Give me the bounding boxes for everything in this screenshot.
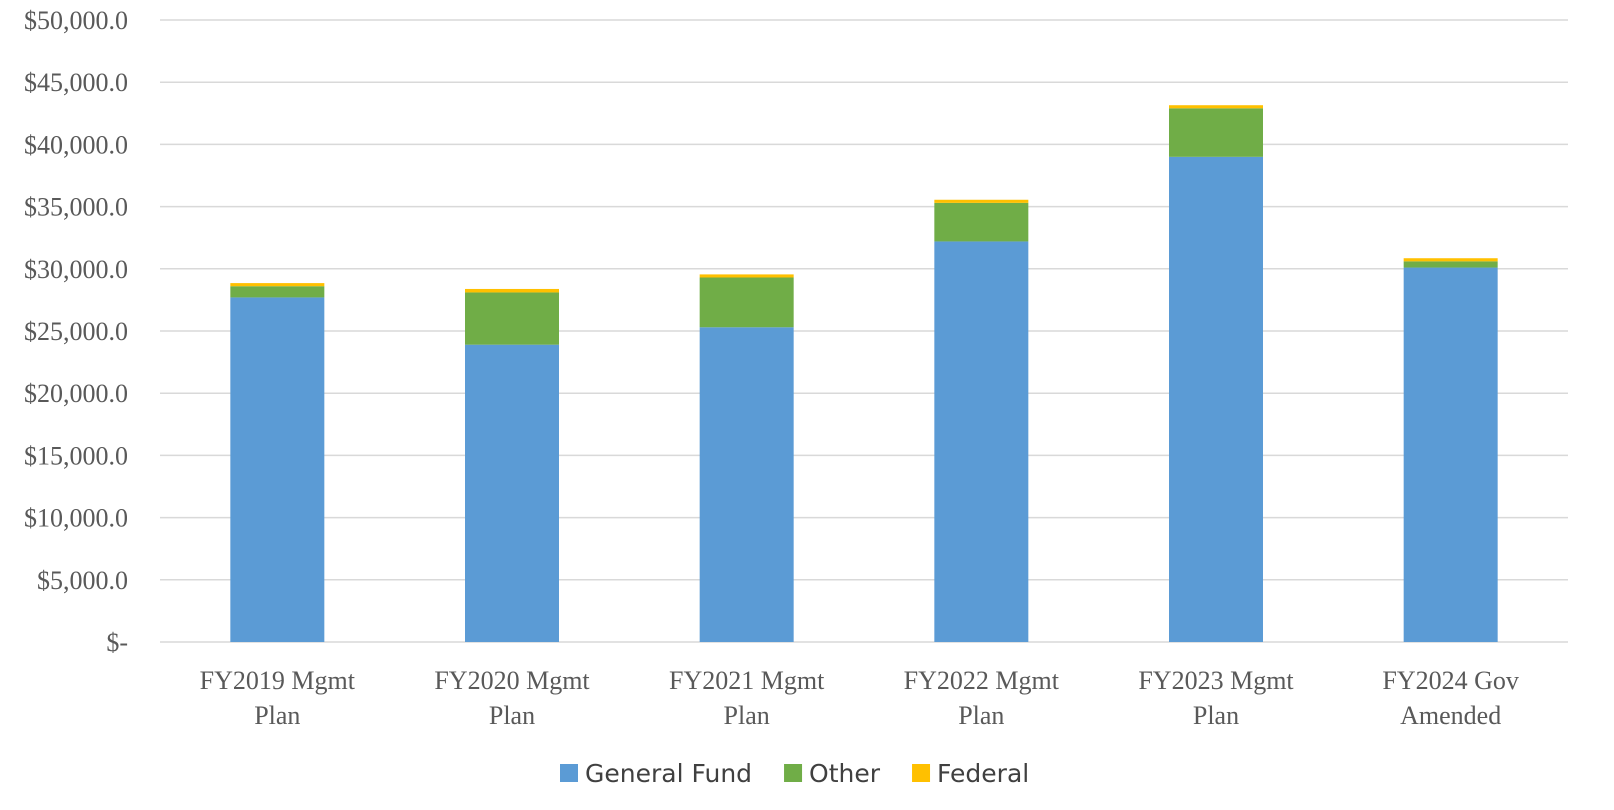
y-tick-label: $5,000.0 (37, 566, 128, 595)
x-category-label: Plan (1193, 701, 1239, 730)
x-axis-category-labels: FY2019 Mgmt Plan FY2020 Mgmt Plan FY2021 Mgm… (200, 666, 1519, 730)
bar-segment-federal (230, 283, 325, 287)
bar-segment-general-fund (699, 327, 794, 642)
y-axis-tick-labels: $- $5,000.0 $10,000.0 $15,000.0 $20,000.0 $25… (24, 6, 128, 657)
y-tick-label: $25,000.0 (24, 317, 128, 346)
bar-segment-other (465, 292, 559, 345)
x-category-label: FY2024 Gov (1382, 666, 1519, 695)
x-category-label: FY2020 Mgmt (434, 666, 590, 695)
legend-label: Other (809, 759, 881, 788)
x-category-label: Plan (724, 701, 770, 730)
bar-segment-other (1403, 261, 1498, 268)
legend-swatch (912, 764, 931, 782)
legend-swatch (784, 764, 803, 782)
bar-segment-other (230, 286, 325, 298)
y-tick-label: $40,000.0 (24, 130, 128, 159)
bar-segment-general-fund (1403, 267, 1498, 642)
bar-segment-other (1169, 108, 1263, 157)
y-tick-label: $50,000.0 (24, 6, 128, 35)
x-category-label: FY2019 Mgmt (200, 666, 356, 695)
bar-segment-federal (1169, 105, 1263, 109)
bar-segment-other (699, 277, 794, 328)
x-category-label: FY2021 Mgmt (669, 666, 825, 695)
y-tick-label: $- (106, 628, 128, 657)
y-tick-label: $20,000.0 (24, 379, 128, 408)
bar-segment-other (934, 202, 1029, 242)
y-tick-label: $45,000.0 (24, 68, 128, 97)
x-category-label: Plan (254, 701, 300, 730)
legend: General Fund Other Federal (560, 759, 1029, 788)
bar-segment-federal (1403, 258, 1498, 262)
bar-segment-federal (934, 199, 1029, 203)
bar-segment-general-fund (230, 297, 325, 642)
legend-swatch (560, 764, 578, 782)
x-category-label: Plan (958, 701, 1004, 730)
bar-segment-general-fund (934, 241, 1029, 642)
bars (230, 105, 1498, 642)
gridlines (160, 19, 1568, 643)
bar-segment-general-fund (1169, 156, 1263, 642)
x-category-label: FY2023 Mgmt (1138, 666, 1294, 695)
y-tick-label: $30,000.0 (24, 255, 128, 284)
legend-label: General Fund (585, 759, 752, 788)
bar-segment-general-fund (465, 344, 559, 642)
bar-segment-federal (465, 288, 559, 293)
x-category-label: FY2022 Mgmt (904, 666, 1060, 695)
y-tick-label: $15,000.0 (24, 441, 128, 470)
x-category-label: Amended (1400, 701, 1501, 730)
y-tick-label: $10,000.0 (24, 504, 128, 533)
x-category-label: Plan (489, 701, 535, 730)
y-tick-label: $35,000.0 (24, 193, 128, 222)
legend-label: Federal (937, 759, 1029, 788)
bar-segment-federal (699, 274, 794, 278)
